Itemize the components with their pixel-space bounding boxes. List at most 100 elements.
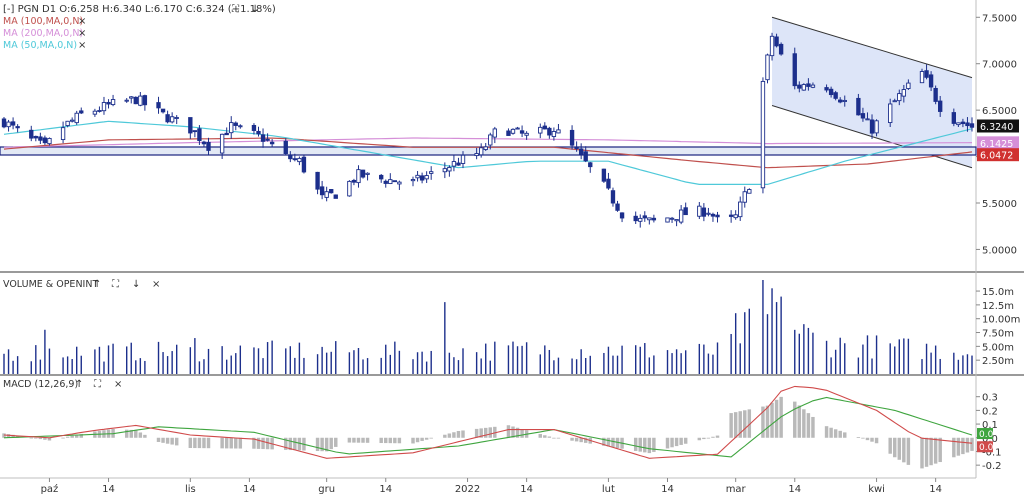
- candle: [488, 132, 493, 150]
- candle-body: [492, 128, 497, 138]
- candle: [60, 121, 66, 144]
- macd-line: [3, 385, 973, 459]
- x-tick-label: 14: [379, 484, 392, 495]
- price-label-box: [977, 119, 1019, 133]
- candle-body: [906, 82, 911, 89]
- candle: [124, 98, 129, 103]
- candle: [710, 212, 716, 222]
- macd-histogram-bar: [6, 434, 11, 438]
- candle-body: [410, 179, 416, 182]
- macd-histogram-bar: [493, 426, 497, 438]
- candle-body: [738, 201, 743, 218]
- panel-fit-button[interactable]: ⛶: [111, 279, 120, 290]
- indicator-close-button[interactable]: ×: [78, 16, 86, 27]
- collapse-button[interactable]: [-]: [3, 4, 15, 15]
- candle-body: [865, 118, 870, 121]
- macd-histogram-bar: [715, 435, 720, 438]
- macd-histogram-bar: [870, 437, 874, 442]
- candle-body: [933, 87, 938, 102]
- macd-histogram-bar: [902, 437, 906, 463]
- panel-close-button[interactable]: ×: [152, 279, 160, 290]
- move-down-button[interactable]: ↓: [251, 4, 259, 15]
- candle: [65, 120, 70, 128]
- macd-histogram-bar: [679, 437, 683, 445]
- macd-histogram-bar: [938, 437, 942, 463]
- candle: [333, 194, 338, 199]
- candle: [547, 126, 552, 139]
- candle: [6, 119, 11, 132]
- candle: [483, 143, 488, 152]
- indicator-close-button[interactable]: ×: [78, 40, 86, 51]
- panel-down-button[interactable]: ↓: [132, 279, 140, 290]
- macd-histogram-bar: [234, 437, 238, 449]
- candle: [265, 133, 270, 142]
- candle-body: [951, 112, 957, 124]
- macd-histogram-bar: [415, 437, 420, 443]
- price-tick-label: 7.0000: [982, 60, 1017, 71]
- candle: [479, 143, 484, 158]
- indicator-legend[interactable]: MA (50,MA,0,N): [3, 40, 77, 51]
- candle: [106, 99, 111, 109]
- candle-body: [224, 132, 229, 136]
- candle: [738, 196, 743, 221]
- candle-body: [583, 151, 588, 162]
- candle: [678, 205, 684, 225]
- candle: [524, 131, 529, 140]
- x-tick-label: 14: [102, 484, 115, 495]
- macd-histogram-bar: [843, 432, 847, 438]
- candle-body: [778, 43, 784, 55]
- candle: [47, 137, 52, 146]
- indicator-legend[interactable]: MA (100,MA,0,N): [3, 16, 83, 27]
- support-level-band[interactable]: [0, 146, 977, 156]
- candle: [138, 91, 143, 107]
- candle: [415, 171, 420, 182]
- candle: [797, 81, 802, 93]
- indicator-close-button[interactable]: ×: [78, 28, 86, 39]
- panel-up-button[interactable]: ↑: [75, 379, 83, 390]
- candle: [383, 179, 388, 188]
- macd-histogram-bar: [920, 437, 924, 469]
- macd-histogram-bar: [143, 434, 147, 438]
- candle-body: [515, 127, 520, 130]
- panel-close-button[interactable]: ×: [114, 379, 122, 390]
- candle: [510, 128, 516, 135]
- channel-upper-line[interactable]: [771, 16, 973, 79]
- macd-histogram-bar: [288, 437, 293, 451]
- candle: [360, 169, 366, 179]
- panel-fit-button[interactable]: ⛶: [93, 379, 102, 390]
- macd-histogram-bar: [388, 437, 393, 444]
- macd-histogram-bar: [197, 437, 202, 449]
- candle-body: [765, 54, 770, 81]
- candle: [15, 124, 20, 133]
- macd-histogram-bar: [129, 429, 133, 438]
- candle-body: [742, 191, 747, 203]
- macd-histogram-bar: [924, 437, 929, 467]
- candle: [347, 180, 352, 197]
- macd-histogram-bar: [452, 432, 456, 438]
- ma100-line: [3, 137, 973, 169]
- candle-body: [65, 120, 70, 126]
- macd-histogram-bar: [824, 426, 829, 438]
- candle: [951, 108, 957, 127]
- macd-histogram-bar: [774, 399, 779, 438]
- x-tick-label: kwi: [868, 484, 885, 495]
- panel-up-button[interactable]: ↑: [93, 279, 101, 290]
- candle-body: [156, 102, 161, 109]
- x-tick-label: 14: [929, 484, 942, 495]
- candle: [674, 219, 679, 227]
- macd-histogram-bar: [261, 437, 265, 450]
- fit-button[interactable]: ⛶: [231, 4, 240, 15]
- indicator-legend[interactable]: MA (200,MA,0,N): [3, 28, 83, 39]
- ma200-line: [3, 137, 973, 148]
- macd-histogram-bar: [570, 437, 574, 441]
- macd-histogram-bar: [606, 437, 611, 447]
- candle-body: [101, 102, 107, 112]
- candle: [760, 77, 766, 194]
- candle-body: [442, 168, 448, 173]
- candle: [778, 42, 784, 56]
- macd-histogram-bar: [38, 437, 43, 440]
- macd-histogram-bar: [797, 405, 802, 438]
- macd-histogram-bar: [897, 437, 902, 460]
- candle: [133, 96, 138, 105]
